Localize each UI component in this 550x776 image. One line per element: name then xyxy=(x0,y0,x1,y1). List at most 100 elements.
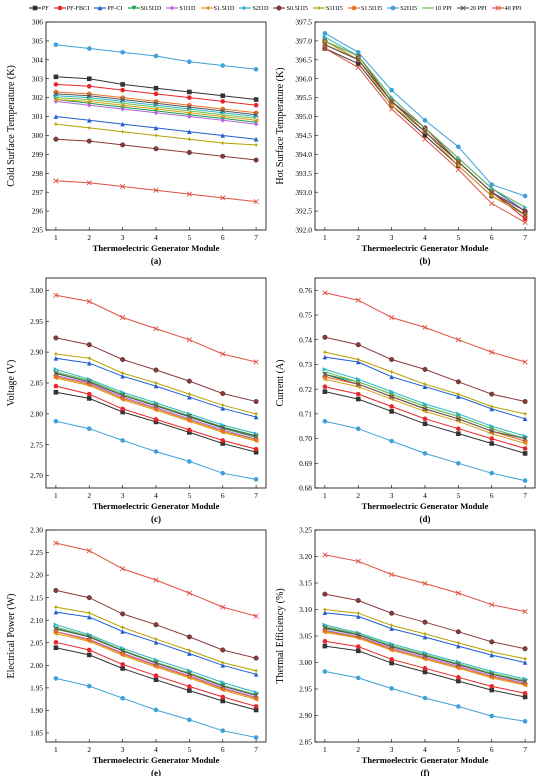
point-s1i1i5 xyxy=(322,349,328,355)
point-20-ppi xyxy=(120,96,126,103)
point-pf xyxy=(253,97,259,102)
y-tick-label: 3.25 xyxy=(299,526,312,535)
point-pf-fbci xyxy=(153,417,159,422)
y-tick-label: 2.10 xyxy=(30,616,43,625)
point-pf-ci xyxy=(322,354,328,360)
point-pf-ci xyxy=(389,374,394,380)
y-tick-label: 396.0 xyxy=(295,74,312,83)
point-s2i1i5 xyxy=(456,704,461,709)
point-pf-ci xyxy=(153,125,159,131)
y-tick-label: 2.20 xyxy=(30,571,43,580)
point-s2i1i5 xyxy=(53,418,59,424)
point-s2i1i5 xyxy=(389,686,394,691)
point-s1i1i5 xyxy=(322,607,328,612)
point-pf-ci xyxy=(253,414,259,420)
x-tick-label: 3 xyxy=(390,491,394,500)
point-40-ppi xyxy=(522,219,528,226)
point-s2i1i5 xyxy=(153,53,159,59)
point-40-ppi xyxy=(489,200,495,207)
legend-label: 20 PPI xyxy=(469,4,487,12)
point-s0-5i1i5 xyxy=(153,146,159,152)
point-s1i1i5 xyxy=(355,610,361,616)
point-pf-fbci xyxy=(86,83,92,89)
point-40-ppi-legend xyxy=(494,5,501,11)
point-s2i1d xyxy=(322,34,328,40)
point-20-ppi xyxy=(522,212,528,218)
point-20-ppi xyxy=(322,371,328,377)
point-pf-legend xyxy=(32,5,38,11)
point-40-ppi xyxy=(186,337,192,343)
x-tick-label: 5 xyxy=(188,745,192,754)
series-line-10-ppi xyxy=(55,626,257,696)
x-axis-label: Thermoelectric Generator Module xyxy=(93,501,220,511)
point-pf-ci xyxy=(86,118,92,123)
point-s2i1i5 xyxy=(522,719,528,724)
point-s1i1i5 xyxy=(456,640,461,646)
legend-label: 10 PPI xyxy=(435,4,452,12)
point-s1i1i5 xyxy=(422,631,428,637)
x-tick-label: 4 xyxy=(423,745,427,754)
point-40-ppi xyxy=(389,106,395,112)
point-s0-5i1i5 xyxy=(186,634,192,640)
point-pf xyxy=(220,93,226,99)
y-tick-label: 0.70 xyxy=(299,434,312,443)
point-20-ppi xyxy=(186,104,192,110)
point-pf xyxy=(422,669,428,675)
point-s1i1i5 xyxy=(53,604,59,610)
chart-panel-c: 2.70 2.75 2.80 2.85 2.90 2.95 3.00 1 2 3 4 5 6 7 Therm… xyxy=(6,277,267,524)
y-tick-label: 2.95 xyxy=(30,317,43,326)
x-tick-label: 5 xyxy=(188,233,192,242)
point-pf-fbci xyxy=(120,406,125,412)
point-pf-ci xyxy=(253,136,259,142)
point-s2i1i5 xyxy=(220,470,226,476)
x-axis-label: Thermoelectric Generator Module xyxy=(362,243,489,253)
point-20-ppi xyxy=(120,648,126,654)
point-pf-ci xyxy=(220,663,226,668)
point-pf xyxy=(153,85,159,91)
point-40-ppi xyxy=(86,180,92,186)
x-tick-label: 5 xyxy=(457,491,461,500)
x-tick-label: 6 xyxy=(490,745,494,754)
point-20-ppi xyxy=(389,393,395,400)
point-pf-fbci xyxy=(86,647,92,653)
y-tick-label: 2.80 xyxy=(30,409,43,418)
point-pf-fbci xyxy=(220,694,226,700)
legend-swatch xyxy=(347,5,360,11)
point-s1i1i5 xyxy=(253,668,259,674)
point-pf xyxy=(322,643,328,649)
point-s2i1i5 xyxy=(187,59,192,65)
point-s1i1d xyxy=(153,110,159,116)
x-tick-label: 6 xyxy=(221,745,225,754)
panel-label: (d) xyxy=(420,514,431,524)
point-s1i1i5 xyxy=(120,370,125,376)
x-tick-label: 4 xyxy=(154,233,158,242)
point-pf-fbci xyxy=(422,416,428,422)
point-s2i1i5 xyxy=(489,182,495,187)
legend-item-s1-5i1d: S1.5I1D xyxy=(200,4,234,12)
point-s0-5i1i5 xyxy=(389,610,395,616)
x-tick-label: 6 xyxy=(490,233,494,242)
y-tick-label: 305 xyxy=(32,37,43,46)
y-tick-label: 3.10 xyxy=(299,605,312,614)
point-s0-5i1i5 xyxy=(253,157,259,163)
y-tick-label: 298 xyxy=(32,169,43,178)
point-20-ppi xyxy=(422,406,428,412)
x-tick-label: 4 xyxy=(154,745,158,754)
point-s2i1i5 xyxy=(422,695,428,701)
point-40-ppi xyxy=(522,609,528,615)
x-tick-label: 5 xyxy=(457,745,461,754)
point-s2i1i5 xyxy=(120,438,125,443)
point-s1-5i1d xyxy=(120,102,125,108)
legend-swatch xyxy=(53,5,66,11)
y-tick-label: 397.0 xyxy=(295,37,312,46)
x-tick-label: 7 xyxy=(523,745,527,754)
panel-label: (b) xyxy=(420,256,431,266)
panel-label: (a) xyxy=(151,256,162,266)
x-tick-label: 5 xyxy=(457,233,461,242)
y-axis-label: Electrical Power (W) xyxy=(6,594,17,679)
point-s1i1i5 xyxy=(355,357,361,362)
point-pf-ci xyxy=(187,651,192,656)
x-axis-label: Thermoelectric Generator Module xyxy=(362,755,489,765)
x-tick-label: 1 xyxy=(54,491,58,500)
y-tick-label: 0.72 xyxy=(299,385,312,394)
